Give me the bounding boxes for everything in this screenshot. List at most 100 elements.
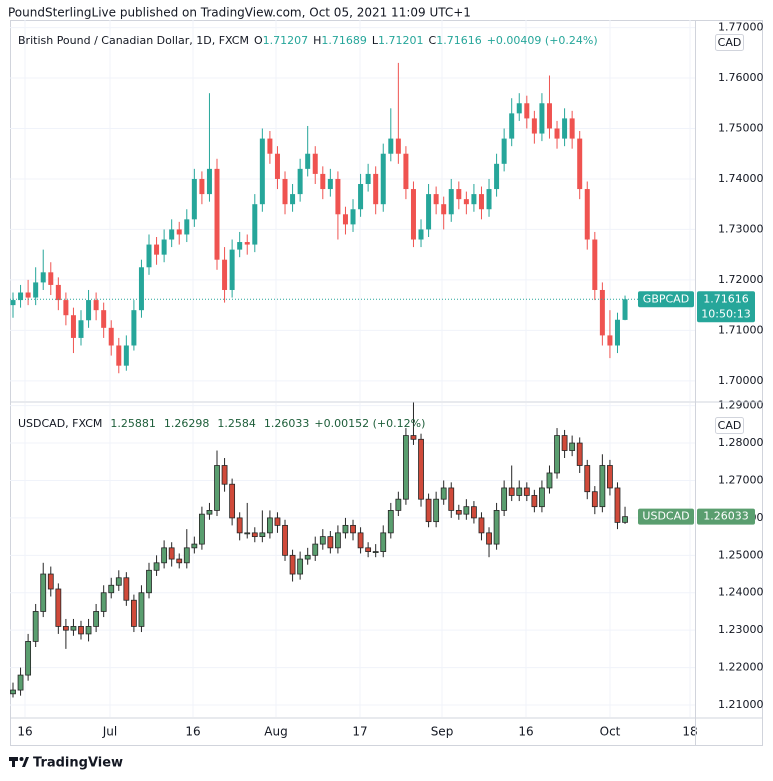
candle-body xyxy=(78,626,84,635)
candle-body xyxy=(607,335,613,346)
y-tick-label: 1.71000 xyxy=(718,323,764,336)
candle-body xyxy=(176,229,182,235)
candle-body xyxy=(199,178,205,195)
candle-body xyxy=(425,498,432,523)
candle-body xyxy=(501,138,507,164)
y-tick-label: 1.28000 xyxy=(718,436,764,449)
candle-body xyxy=(10,300,16,306)
candle-body xyxy=(274,517,281,526)
candle-body xyxy=(290,194,296,205)
candle-body xyxy=(554,128,560,139)
candle-body xyxy=(236,517,243,534)
candle-body xyxy=(546,472,553,489)
legend-ohlc-letter: H xyxy=(313,34,321,47)
candle-body xyxy=(372,551,379,553)
candle-body xyxy=(93,300,99,311)
legend-ohlc-value: 1.26298 xyxy=(164,417,210,430)
candle-body xyxy=(554,435,560,474)
countdown-label: 10:50:13 xyxy=(701,307,750,320)
y-tick-label: 1.77000 xyxy=(718,21,764,34)
candle-body xyxy=(198,513,205,545)
candle-body xyxy=(48,272,54,285)
candle-body xyxy=(274,153,280,179)
x-tick-label: 16 xyxy=(518,725,533,739)
candle-body xyxy=(63,300,69,316)
y-tick-label: 1.24000 xyxy=(718,586,764,599)
candle-body xyxy=(176,558,183,564)
candle-body xyxy=(441,204,447,215)
x-tick-label: Aug xyxy=(264,725,287,739)
candle-body xyxy=(304,554,311,560)
candle-body xyxy=(365,173,371,185)
candle-body xyxy=(153,562,160,571)
candle-body xyxy=(410,189,416,240)
candle-body xyxy=(562,118,568,139)
candle-body xyxy=(78,320,84,338)
logo-slash xyxy=(22,757,29,767)
candle-body xyxy=(25,292,31,298)
candle-body xyxy=(418,229,424,240)
unit-box xyxy=(715,34,744,51)
candle-body xyxy=(350,524,356,534)
candle-body xyxy=(358,184,364,210)
candle-body xyxy=(531,495,538,508)
x-tick-label: Sep xyxy=(431,725,454,739)
candle-body xyxy=(501,487,508,511)
candle-body xyxy=(455,510,462,515)
legend-change: +0.00409 (+0.24%) xyxy=(487,34,598,47)
candle-body xyxy=(523,487,530,496)
candle-body xyxy=(191,543,198,549)
candle-body xyxy=(267,517,273,534)
y-tick-label: 1.25000 xyxy=(718,548,764,561)
candle-body xyxy=(40,272,46,283)
candle-body xyxy=(297,168,303,195)
candle-body xyxy=(463,199,469,205)
candle-body xyxy=(546,103,552,129)
candle-body xyxy=(493,510,500,545)
legend-ohlc-value: 1.71201 xyxy=(378,34,424,47)
candle-body xyxy=(410,435,417,440)
y-tick-label: 1.22000 xyxy=(718,661,764,674)
candle-body xyxy=(289,554,296,575)
legend-title: British Pound / Canadian Dollar, 1D, FXC… xyxy=(18,34,249,47)
candle-body xyxy=(320,173,326,190)
candle-body xyxy=(229,483,236,519)
candle-body xyxy=(350,209,356,225)
x-tick-label: 16 xyxy=(185,725,200,739)
candle-body xyxy=(47,573,54,590)
y-tick-label: 1.27000 xyxy=(718,473,764,486)
price-tag xyxy=(697,291,755,323)
candle-body xyxy=(494,163,500,190)
candle-body xyxy=(154,244,160,255)
unit-label: CAD xyxy=(718,419,742,432)
candle-body xyxy=(486,532,492,545)
candle-body xyxy=(116,345,122,366)
candle-body xyxy=(365,547,372,552)
candle-body xyxy=(539,487,545,508)
candle-body xyxy=(599,465,606,508)
candle-body xyxy=(62,626,69,631)
candle-body xyxy=(206,168,212,195)
candle-body xyxy=(55,284,61,301)
candle-body xyxy=(222,259,228,290)
legend: British Pound / Canadian Dollar, 1D, FXC… xyxy=(18,34,598,47)
candle-body xyxy=(161,547,168,564)
candle-body xyxy=(305,153,311,169)
candle-body xyxy=(282,524,288,556)
legend-ohlc-value: 1.25881 xyxy=(110,417,156,430)
legend-ohlc-letter: L xyxy=(372,34,379,47)
candle-body xyxy=(403,153,409,190)
legend-title: USDCAD, FXCM xyxy=(18,417,102,430)
legend-ohlc-value: 1.26033 xyxy=(264,417,310,430)
y-tick-label: 1.76000 xyxy=(718,71,764,84)
candle-body xyxy=(297,558,304,575)
candle-body xyxy=(524,103,530,119)
candle-body xyxy=(584,189,590,240)
candle-body xyxy=(312,153,318,174)
x-tick-label: 16 xyxy=(17,725,32,739)
candle-body xyxy=(539,103,545,134)
candle-body xyxy=(55,588,62,627)
candle-body xyxy=(395,498,402,511)
